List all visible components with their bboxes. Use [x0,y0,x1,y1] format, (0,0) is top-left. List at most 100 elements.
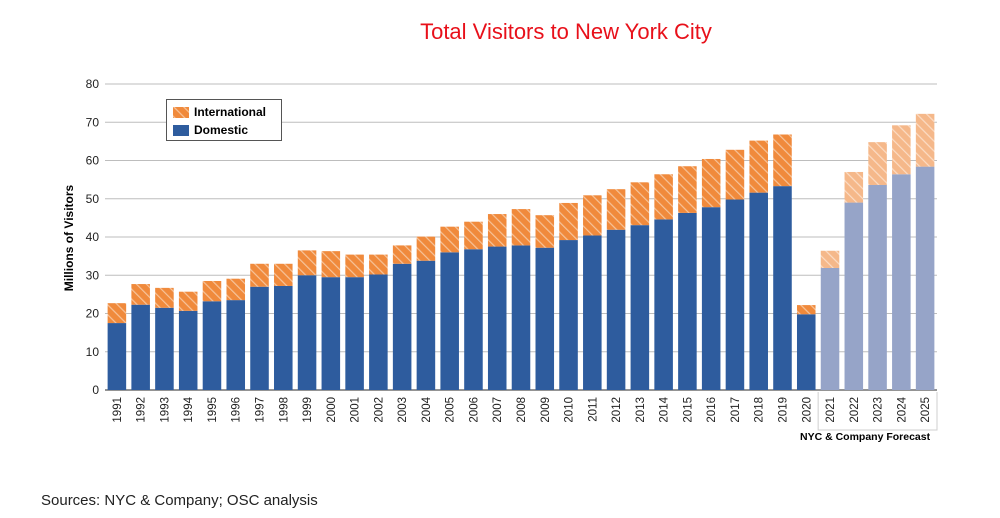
bar-international-2012 [606,189,626,230]
bar-international-2011 [583,195,602,236]
x-tick-label: 2007 [492,397,504,423]
bar-international-1993 [155,287,174,308]
bar-international-2020 [796,305,816,315]
bar-international-2023 [868,142,887,185]
bar-domestic-2015 [678,212,697,390]
y-tick-label: 50 [86,192,100,206]
bar-international-2017 [725,149,745,200]
bar-domestic-2018 [749,192,768,390]
bar-domestic-1995 [202,301,222,390]
bar-international-2014 [654,174,673,220]
bar-domestic-2019 [773,186,792,390]
bar-international-2008 [511,209,531,246]
x-tick-label: 1994 [183,396,195,422]
bar-international-1995 [202,280,222,302]
bar-domestic-2023 [868,184,887,390]
x-tick-label: 2001 [350,397,362,423]
bar-international-2024 [892,125,911,175]
bar-domestic-1994 [178,310,198,390]
x-tick-label: 2010 [564,397,576,423]
legend-swatch-domestic [173,124,189,136]
bar-domestic-2010 [559,240,578,390]
bar-domestic-1996 [226,300,246,390]
y-tick-label: 80 [86,77,100,91]
x-tick-label: 2015 [682,397,694,423]
x-tick-label: 2011 [587,397,599,422]
bar-international-1997 [250,263,269,287]
bar-domestic-2009 [535,247,555,390]
y-tick-label: 0 [92,383,99,397]
legend-label-domestic: Domestic [194,123,249,137]
x-tick-label: 2005 [445,397,457,423]
legend-label-international: International [194,105,267,119]
bar-domestic-1999 [297,275,317,390]
bar-international-2009 [535,215,555,248]
bar-international-2013 [630,182,650,226]
source-note: Sources: NYC & Company; OSC analysis [41,492,318,509]
bar-domestic-2012 [606,229,626,390]
bar-domestic-2016 [701,207,721,390]
bar-international-1999 [297,250,317,276]
y-tick-label: 70 [86,115,100,129]
bar-domestic-2008 [511,245,531,390]
bar-international-1996 [226,278,246,301]
bar-international-2025 [915,113,935,167]
legend: International Domestic [166,99,282,141]
x-tick-label: 1995 [207,397,219,423]
bar-international-1991 [107,303,127,324]
bar-domestic-2006 [464,249,483,390]
bar-domestic-1992 [131,304,150,390]
x-tick-label: 2014 [659,396,671,422]
x-tick-label: 2024 [896,396,908,422]
bar-international-2000 [321,251,341,278]
bar-international-1992 [131,284,150,305]
x-tick-label: 2025 [920,397,932,423]
forecast-annotation: NYC & Company Forecast [800,431,931,443]
y-tick-label: 40 [86,230,100,244]
x-axis-ticks: 1991 1992 1993 1994 1995 1996 1997 1998 1999 2000… [112,392,938,431]
bar-domestic-2003 [392,263,412,390]
bar-international-2016 [701,158,721,208]
forecast-bracket [817,392,938,431]
bar-domestic-2011 [583,235,602,390]
x-tick-label: 1996 [231,397,243,423]
bar-international-2019 [773,134,792,187]
bar-domestic-2017 [725,199,745,390]
x-tick-label: 2008 [516,397,528,423]
bar-international-1998 [274,263,293,286]
bar-international-2010 [559,202,578,241]
x-tick-label: 2002 [373,397,385,423]
bar-domestic-2021 [820,267,840,390]
x-tick-label: 2006 [468,397,480,423]
x-tick-label: 2013 [635,397,647,423]
x-tick-label: 2021 [825,397,837,423]
bar-international-2015 [678,166,697,213]
x-tick-label: 2018 [754,397,766,423]
y-tick-label: 10 [86,345,100,359]
bar-international-2021 [820,250,840,268]
bar-domestic-2022 [844,202,864,390]
legend-swatch-international [173,106,189,118]
bar-international-2001 [345,254,364,278]
bar-domestic-2013 [630,225,650,390]
x-tick-label: 1993 [159,397,171,423]
bar-domestic-2020 [796,314,816,390]
bar-domestic-2025 [915,166,935,390]
bar-international-2006 [464,221,483,250]
bar-domestic-2024 [892,174,911,390]
bar-domestic-2005 [440,252,459,390]
bar-international-1994 [178,291,198,311]
bar-domestic-1991 [107,323,127,390]
bar-international-2018 [749,140,768,193]
x-tick-label: 1992 [136,397,148,423]
bar-international-2007 [487,214,507,247]
x-tick-label: 2004 [421,396,433,422]
bar-domestic-2007 [487,246,507,390]
x-tick-label: 1999 [302,397,314,423]
y-tick-label: 60 [86,154,100,168]
bar-domestic-2014 [654,219,673,390]
y-tick-label: 20 [86,307,100,321]
bars [107,113,935,390]
bar-domestic-2004 [416,260,436,390]
